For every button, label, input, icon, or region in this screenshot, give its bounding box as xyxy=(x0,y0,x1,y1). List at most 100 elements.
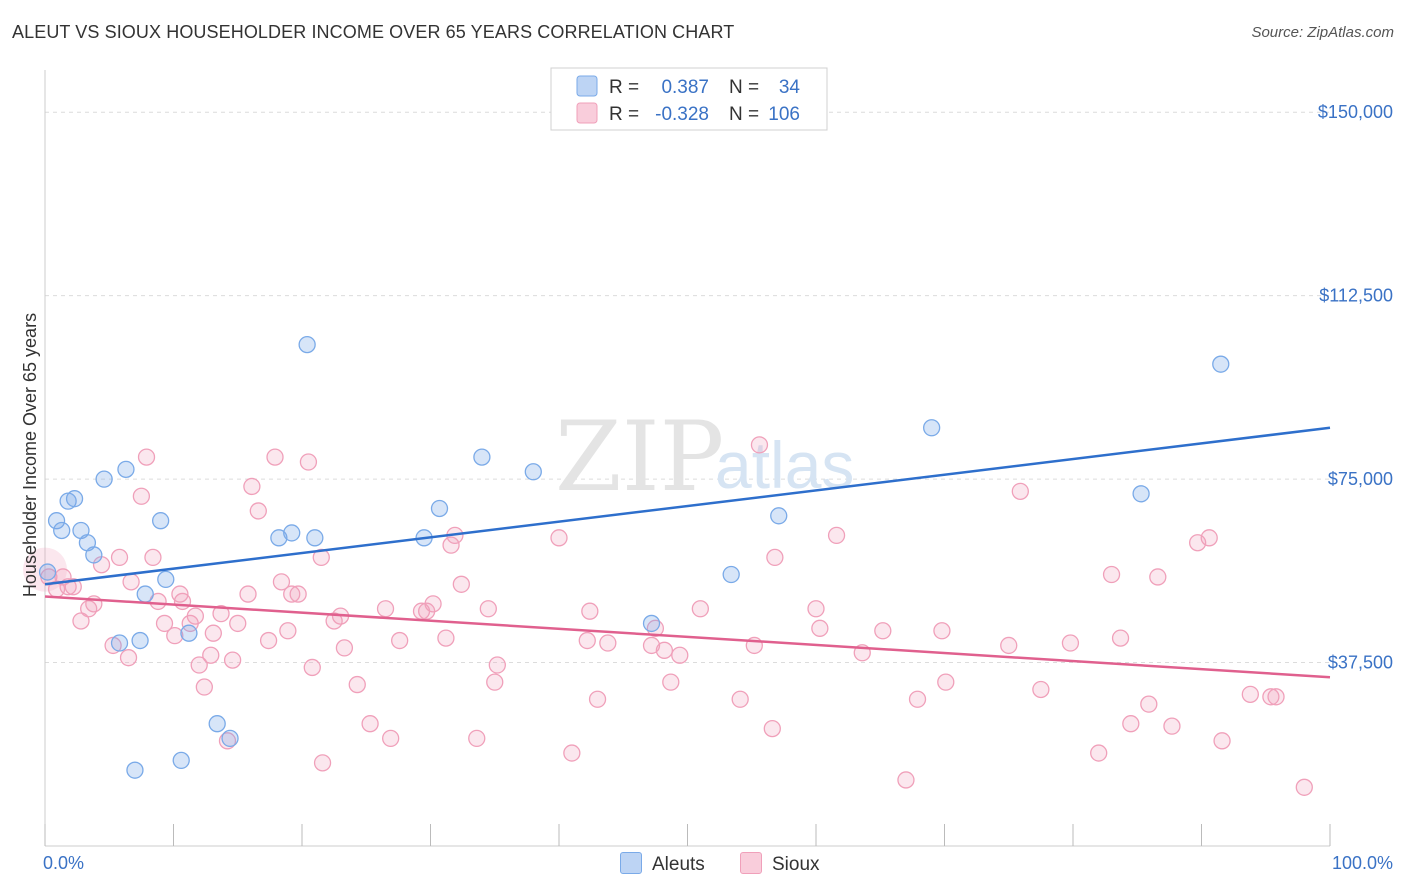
sioux-point xyxy=(272,573,291,591)
sioux-points xyxy=(23,436,1313,796)
aleuts-point xyxy=(47,512,66,530)
aleuts-point xyxy=(136,585,154,603)
watermark-zip: ZIP xyxy=(555,401,724,513)
sioux-point xyxy=(588,690,607,708)
legend-sioux-n-label: N = xyxy=(729,104,759,125)
sioux-point xyxy=(259,631,278,650)
aleuts-point xyxy=(1212,355,1230,373)
sioux-point xyxy=(119,649,138,667)
sioux-point xyxy=(671,646,689,664)
y-tick-labels: $37,500 $75,000 $112,500 $150,000 xyxy=(1318,102,1393,672)
sioux-point xyxy=(303,658,321,677)
trend-lines xyxy=(44,426,1331,679)
sioux-point xyxy=(1200,529,1218,547)
sioux-point xyxy=(1213,732,1231,750)
sioux-point xyxy=(655,641,674,659)
sioux-point xyxy=(218,732,237,750)
sioux-point xyxy=(1140,695,1158,713)
sioux-point xyxy=(155,614,174,633)
grid xyxy=(45,111,1330,664)
sioux-point xyxy=(229,614,247,633)
sioux-point xyxy=(137,448,156,466)
x-tick-label-min: 0.0% xyxy=(43,853,84,873)
aleuts-point xyxy=(85,546,103,564)
aleuts-point xyxy=(283,524,301,542)
sioux-point xyxy=(827,526,846,545)
sioux-point xyxy=(361,715,379,733)
sioux-point xyxy=(468,729,486,748)
sioux-point xyxy=(249,502,267,520)
legend-sioux-r-value: -0.328 xyxy=(655,104,709,125)
legend-aleuts-n-label: N = xyxy=(729,77,759,98)
x-tick-label-max: 100.0% xyxy=(1332,853,1393,873)
watermark: ZIP atlas xyxy=(555,401,854,513)
aleuts-point xyxy=(642,614,661,633)
sioux-point xyxy=(1241,685,1259,704)
sioux-point xyxy=(1061,634,1080,652)
sioux-point xyxy=(1111,629,1130,647)
sioux-point xyxy=(279,622,297,640)
sioux-point xyxy=(144,548,162,567)
aleuts-point xyxy=(270,529,288,547)
aleuts-point xyxy=(306,529,324,547)
sioux-point xyxy=(897,771,915,789)
sioux-point xyxy=(488,656,506,674)
aleuts-points xyxy=(38,335,1230,779)
legend-item-sioux: Sioux xyxy=(740,852,820,876)
aleuts-legend-label: Aleuts xyxy=(652,854,705,875)
sioux-point xyxy=(283,585,301,603)
y-tick-label: $75,000 xyxy=(1328,469,1393,489)
sioux-point xyxy=(642,636,661,655)
aleuts-point xyxy=(208,715,226,733)
x-tick-labels: 0.0% 100.0% xyxy=(43,853,1393,873)
legend-aleuts-r-value: 0.387 xyxy=(661,77,709,98)
chart-title: ALEUT VS SIOUX HOUSEHOLDER INCOME OVER 6… xyxy=(12,22,735,42)
sioux-point xyxy=(550,529,568,547)
sioux-point xyxy=(750,436,769,454)
sioux-point xyxy=(908,690,927,708)
sioux-point xyxy=(766,548,784,567)
sioux-point xyxy=(166,627,184,645)
aleuts-point xyxy=(298,335,316,354)
sioux-point xyxy=(1267,688,1285,706)
sioux-legend-label: Sioux xyxy=(772,854,820,875)
aleuts-swatch xyxy=(620,852,642,874)
legend-item-aleuts: Aleuts xyxy=(620,852,705,876)
legend-sioux-swatch xyxy=(576,102,598,124)
sioux-point xyxy=(266,448,284,466)
sioux-trend-line xyxy=(44,595,1331,679)
sioux-point xyxy=(933,622,951,640)
sioux-point xyxy=(937,673,955,691)
sioux-point xyxy=(72,612,90,630)
sioux-point xyxy=(1262,688,1280,706)
source-label: Source: ZipAtlas.com xyxy=(1251,24,1394,41)
sioux-point xyxy=(289,585,307,603)
sioux-point xyxy=(80,600,98,618)
sioux-point xyxy=(581,602,599,620)
sioux-point xyxy=(452,575,470,593)
sioux-point xyxy=(1295,778,1313,796)
aleuts-point xyxy=(1132,485,1150,503)
sioux-point xyxy=(110,548,129,567)
sioux-point xyxy=(599,634,617,652)
sioux-point xyxy=(1149,568,1167,586)
sioux-point xyxy=(313,754,332,772)
aleuts-point xyxy=(95,470,113,488)
aleuts-point xyxy=(722,565,740,584)
aleuts-point xyxy=(473,448,491,466)
sioux-point xyxy=(486,673,504,691)
sioux-swatch xyxy=(740,852,762,874)
sioux-point xyxy=(763,719,781,738)
sioux-point xyxy=(578,631,596,650)
aleuts-point xyxy=(38,563,57,581)
aleuts-point xyxy=(157,570,175,589)
aleuts-point xyxy=(65,490,84,508)
sioux-point xyxy=(64,578,82,596)
sioux-point xyxy=(731,690,749,708)
sioux-point xyxy=(239,585,257,603)
aleuts-point xyxy=(110,634,129,652)
sioux-point xyxy=(874,622,892,640)
aleuts-point xyxy=(131,631,149,650)
sioux-point xyxy=(1011,482,1029,501)
